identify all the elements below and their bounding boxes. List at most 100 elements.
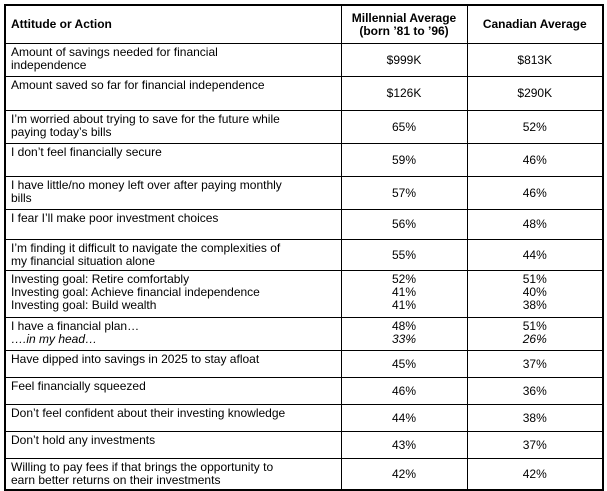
table-row: Don’t hold any investments 43% 37% (4, 431, 604, 459)
table-row: Feel financially squeezed 46% 36% (4, 377, 604, 405)
millennial-value-line: 57% (391, 185, 417, 200)
table-row: I have little/no money left over after p… (4, 176, 604, 210)
millennial-value-line: 48% (391, 319, 417, 333)
row-label-line: bills (11, 191, 32, 205)
row-label: I’m worried about trying to save for the… (4, 110, 342, 144)
canadian-value-line: 38% (522, 298, 547, 312)
millennial-value: 55% (340, 239, 468, 271)
table-body: Amount of savings needed for financial in… (4, 43, 604, 491)
row-label-line: Investing goal: Build wealth (11, 298, 157, 312)
millennial-value-line: 41% (391, 285, 417, 299)
row-label-line: I’m finding it difficult to navigate the… (11, 241, 281, 255)
row-label-line: Willing to pay fees if that brings the o… (11, 460, 274, 474)
millennial-value: 45% (340, 350, 468, 378)
row-label-line: Feel financially squeezed (11, 379, 146, 393)
table-row: I fear I’ll make poor investment choices… (4, 209, 604, 240)
millennial-value-line: 42% (391, 466, 417, 481)
millennial-value: 42% (340, 458, 468, 491)
row-label: I fear I’ll make poor investment choices (4, 209, 342, 240)
row-label-line: I have little/no money left over after p… (11, 178, 282, 192)
header-canadian-average: Canadian Average (466, 4, 604, 44)
canadian-value-line: 36% (522, 383, 547, 398)
canadian-value: 48% (466, 209, 604, 240)
row-label: I don’t feel financially secure (4, 143, 342, 177)
canadian-value-line: 42% (522, 466, 547, 481)
millennial-value-line: 33% (391, 332, 417, 346)
row-label-line: Amount saved so far for financial indepe… (11, 78, 265, 92)
table-row: Amount of savings needed for financial in… (4, 43, 604, 77)
millennial-value: 46% (340, 377, 468, 405)
canadian-value: $813K (466, 43, 604, 77)
canadian-value-line: 37% (522, 356, 547, 371)
survey-table-page: Attitude or Action Millennial Average (b… (4, 4, 604, 491)
row-label: I’m finding it difficult to navigate the… (4, 239, 342, 271)
table-row: I don’t feel financially secure 59% 46% (4, 143, 604, 177)
canadian-value-line: 48% (522, 217, 547, 231)
millennial-value: 65% (340, 110, 468, 144)
table-row: I’m worried about trying to save for the… (4, 110, 604, 144)
row-label: Don’t hold any investments (4, 431, 342, 459)
row-label: Feel financially squeezed (4, 377, 342, 405)
canadian-value: 51% 40% 38% (466, 270, 604, 318)
millennial-value-line: 56% (391, 217, 417, 231)
millennial-value-line: 59% (391, 152, 417, 167)
table-row: Willing to pay fees if that brings the o… (4, 458, 604, 491)
table-row: Don’t feel confident about their investi… (4, 404, 604, 432)
row-label-line: I fear I’ll make poor investment choices (11, 211, 219, 225)
row-label: Amount of savings needed for financial in… (4, 43, 342, 77)
canadian-value: $290K (466, 76, 604, 111)
canadian-value-line: 26% (522, 332, 547, 346)
millennial-value: 44% (340, 404, 468, 432)
canadian-value: 36% (466, 377, 604, 405)
row-label-line: ….in my head… (11, 332, 98, 346)
millennial-value: 43% (340, 431, 468, 459)
row-label-line: Amount of savings needed for financial (11, 45, 218, 59)
row-label-line: paying today’s bills (11, 125, 112, 139)
millennial-value: 52% 41% 41% (340, 270, 468, 318)
table-row: I’m finding it difficult to navigate the… (4, 239, 604, 271)
millennial-value-line: 45% (391, 356, 417, 371)
row-label-line: my financial situation alone (11, 254, 156, 268)
header-millennial-line2: (born ’81 to ’96) (359, 23, 449, 38)
row-label: Have dipped into savings in 2025 to stay… (4, 350, 342, 378)
row-label: Don’t feel confident about their investi… (4, 404, 342, 432)
millennial-value-line: 55% (391, 247, 417, 262)
canadian-value: 51% 26% (466, 317, 604, 351)
millennial-value: $999K (340, 43, 468, 77)
row-label-line: earn better returns on their investments (11, 473, 221, 487)
row-label-line: Don’t hold any investments (11, 433, 156, 447)
millennial-value-line: 44% (391, 410, 417, 425)
millennial-value: $126K (340, 76, 468, 111)
row-label: I have a financial plan… ….in my head… (4, 317, 342, 351)
millennial-value-line: 41% (391, 298, 417, 312)
header-millennial-average: Millennial Average (born ’81 to ’96) (340, 4, 468, 44)
header-row: Attitude or Action Millennial Average (b… (4, 4, 604, 44)
canadian-value-line: $290K (517, 86, 553, 100)
millennial-value: 57% (340, 176, 468, 210)
millennial-value: 59% (340, 143, 468, 177)
row-label: I have little/no money left over after p… (4, 176, 342, 210)
millennial-value: 48% 33% (340, 317, 468, 351)
row-label: Investing goal: Retire comfortably Invest… (4, 270, 342, 318)
canadian-value: 52% (466, 110, 604, 144)
table-row: Investing goal: Retire comfortably Invest… (4, 270, 604, 318)
millennial-value: 56% (340, 209, 468, 240)
row-label-line: independence (11, 58, 87, 72)
canadian-value-line: 46% (522, 152, 547, 167)
row-label-line: I don’t feel financially secure (11, 145, 162, 159)
table-row: Amount saved so far for financial indepe… (4, 76, 604, 111)
header-attitude-or-action: Attitude or Action (4, 4, 342, 44)
row-label: Willing to pay fees if that brings the o… (4, 458, 342, 491)
canadian-value: 44% (466, 239, 604, 271)
millennial-value-line: 43% (391, 437, 417, 452)
canadian-value-line: 38% (522, 410, 547, 425)
row-label-line: Investing goal: Retire comfortably (11, 272, 190, 286)
canadian-value-line: 51% (522, 272, 547, 286)
millennial-value-line: 65% (391, 119, 417, 134)
canadian-value: 42% (466, 458, 604, 491)
canadian-value-line: 44% (522, 247, 547, 262)
row-label-line: I have a financial plan… (11, 319, 140, 333)
canadian-value-line: $813K (517, 52, 553, 67)
canadian-value: 46% (466, 143, 604, 177)
canadian-value-line: 52% (522, 119, 547, 134)
